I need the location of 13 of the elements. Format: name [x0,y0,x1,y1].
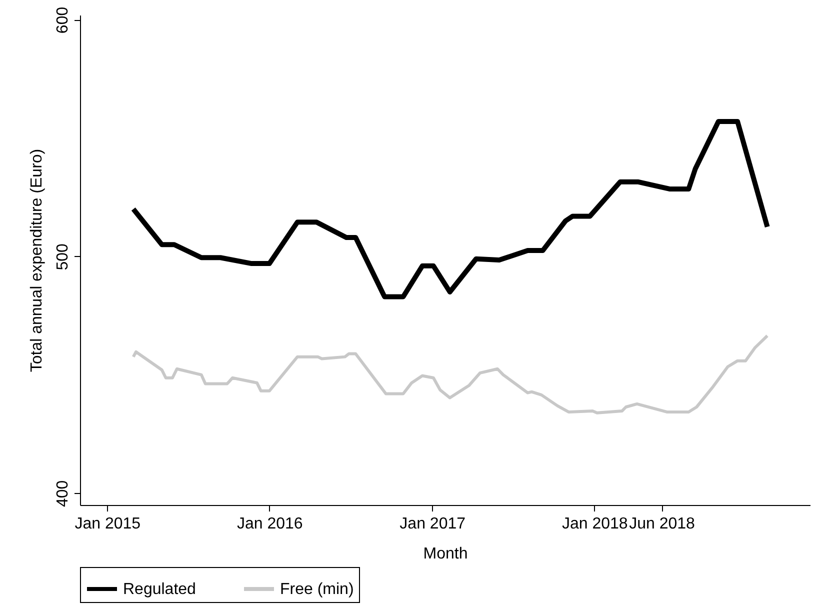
legend-label: Free (min) [280,581,354,598]
x-axis-title: Month [423,546,468,562]
y-tick-label: 500 [54,244,72,270]
legend-label: Regulated [123,581,196,598]
x-tick-label: Jan 2016 [236,516,303,532]
x-tick-label: Jun 2018 [629,516,696,532]
x-tick-label: Jan 2015 [74,516,141,532]
x-tick-label: Jan 2017 [400,516,466,532]
x-tick-label: Jan 2018 [562,516,628,532]
y-tick-label: 400 [54,480,72,508]
y-axis-title: Total annual expenditure (Euro) [28,148,46,372]
line-series [132,334,769,414]
y-tick-label: 600 [54,6,72,34]
